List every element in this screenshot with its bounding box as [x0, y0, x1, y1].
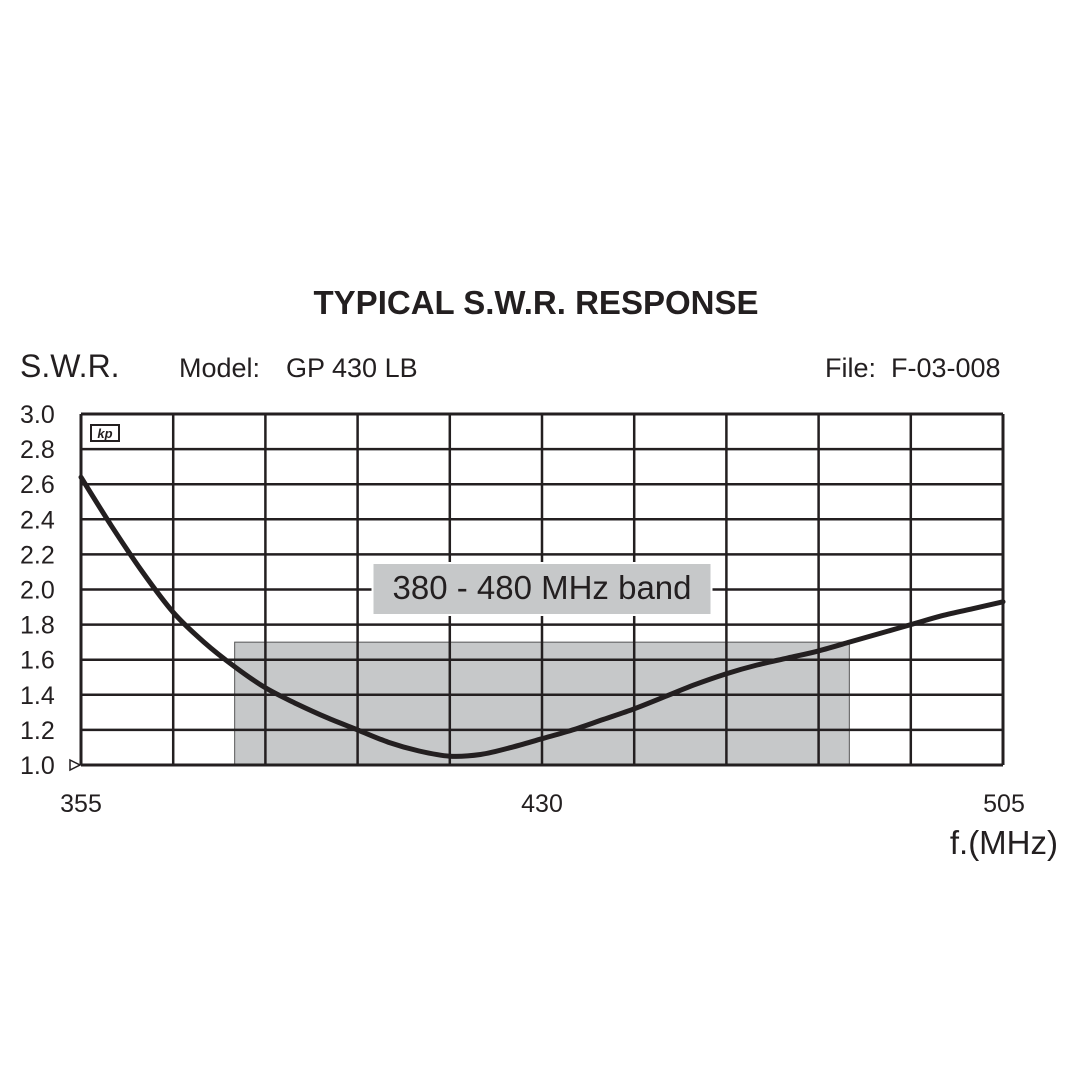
brand-logo: kp [90, 424, 120, 442]
model-label: Model: [179, 353, 260, 383]
y-tick-label: 1.8 [20, 612, 55, 640]
y-tick-label: 2.4 [20, 506, 55, 534]
file-value: F-03-008 [891, 353, 1001, 383]
x-tick-label: 430 [521, 790, 563, 818]
band-label: 380 - 480 MHz band [392, 569, 691, 606]
swr-curve [78, 474, 1006, 759]
model-value: GP 430 LB [286, 353, 418, 383]
y-tick-label: 2.0 [20, 577, 55, 605]
band-label-background [371, 562, 713, 616]
y-tick-label: 1.0 [20, 752, 55, 780]
band-label-box: 380 - 480 MHz band [371, 562, 713, 616]
x-axis-label: f.(MHz) [950, 824, 1058, 861]
x-tick-label: 505 [983, 790, 1025, 818]
x-tick-label: 355 [60, 790, 102, 818]
logo-text: kp [97, 426, 112, 441]
y-tick-label: 1.4 [20, 682, 55, 710]
y-axis-label: S.W.R. [20, 348, 120, 384]
y-tick-label: 1.6 [20, 647, 55, 675]
y-tick-label: 2.2 [20, 541, 55, 569]
file-label: File: [825, 353, 876, 383]
y-tick-label: 3.0 [20, 401, 55, 429]
chart-title: TYPICAL S.W.R. RESPONSE [314, 284, 759, 321]
y-tick-label: 2.6 [20, 471, 55, 499]
origin-marker-icon [69, 758, 82, 772]
y-tick-label: 2.8 [20, 436, 55, 464]
y-tick-label: 1.2 [20, 717, 55, 745]
